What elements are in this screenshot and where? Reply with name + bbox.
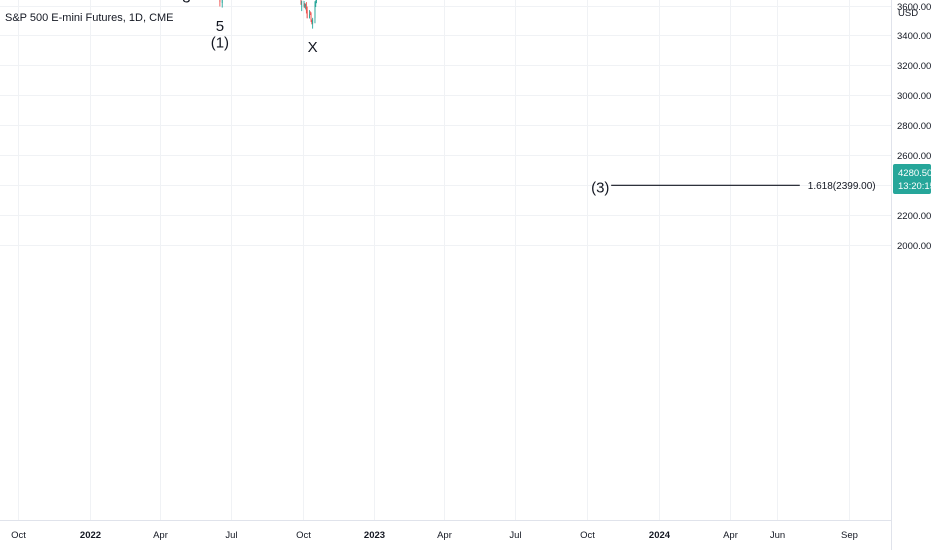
fib-target-label: 1.618(2399.00) xyxy=(808,181,876,192)
grid xyxy=(0,0,891,520)
time-tick-label: Apr xyxy=(153,530,168,541)
elliott-wave-label: 5 xyxy=(216,18,224,35)
candle-body xyxy=(314,4,316,19)
chart-title: S&P 500 E-mini Futures, 1D, CME xyxy=(5,12,174,24)
candle-body xyxy=(316,0,317,1)
candle-body xyxy=(312,19,314,24)
time-tick-label: Sep xyxy=(841,530,858,541)
time-tick-label: Apr xyxy=(437,530,452,541)
elliott-wave-label: X xyxy=(308,39,318,56)
candle-body xyxy=(219,0,221,3)
time-tick-label: 2023 xyxy=(364,530,385,541)
price-tick-label: 2000.00 xyxy=(897,241,931,252)
price-tick-label: 2600.00 xyxy=(897,151,931,162)
time-tick-label: Oct xyxy=(296,530,311,541)
candle-body xyxy=(309,14,310,18)
price-axis-ticks: 2000.002200.002400.002600.002800.003000.… xyxy=(897,2,931,252)
candle-body xyxy=(310,14,312,21)
time-tick-label: 2024 xyxy=(649,530,671,541)
elliott-wave-label: (1) xyxy=(211,34,229,51)
candle-body xyxy=(303,4,305,7)
price-tick-label: 3400.00 xyxy=(897,31,931,42)
candle-body xyxy=(309,14,311,15)
price-tick-label: 3200.00 xyxy=(897,61,931,72)
candle-body xyxy=(301,5,303,7)
candle-body xyxy=(306,10,308,19)
price-tick-label: 2200.00 xyxy=(897,211,931,222)
candles xyxy=(219,0,317,29)
currency-label: USD xyxy=(898,8,918,19)
elliott-wave-label: (3) xyxy=(591,180,609,197)
time-tick-label: 2022 xyxy=(80,530,101,541)
candle-body xyxy=(221,0,223,3)
candle-body xyxy=(305,5,307,7)
candle-body xyxy=(305,6,307,11)
candle-body xyxy=(311,21,313,24)
price-tick-label: 2800.00 xyxy=(897,121,931,132)
time-tick-label: Jul xyxy=(509,530,521,541)
time-tick-label: Jul xyxy=(225,530,237,541)
price-tag-countdown: 13:20:15 xyxy=(898,181,932,192)
candle-body xyxy=(315,2,317,4)
price-tag-background xyxy=(893,164,931,194)
time-tick-label: Oct xyxy=(580,530,595,541)
annotations: 12345(1)WX(2)Y(3)1.618(2399.00) xyxy=(182,0,876,197)
time-axis-ticks: Oct 2022 Apr Jul Oct 2023 Apr Jul Oct 2024 Apr Jun S… xyxy=(11,530,858,541)
price-tick-label: 3000.00 xyxy=(897,91,931,102)
current-price-tag: 4280.50 13:20:15 xyxy=(893,164,932,194)
time-tick-label: Apr xyxy=(723,530,738,541)
price-tag-value: 4280.50 xyxy=(898,168,932,179)
candle-body xyxy=(300,0,302,5)
candle-body xyxy=(304,3,306,7)
time-tick-label: Oct xyxy=(11,530,26,541)
elliott-wave-label: 3 xyxy=(182,0,190,7)
price-tick-label: 3600.00 xyxy=(897,2,931,13)
time-tick-label: Jun xyxy=(770,530,785,541)
